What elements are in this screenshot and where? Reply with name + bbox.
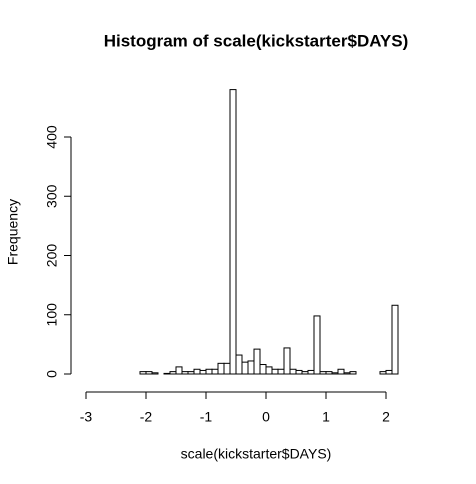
bar <box>217 362 225 375</box>
bar <box>313 315 321 375</box>
bar <box>319 371 327 375</box>
bar <box>199 369 207 375</box>
chart-title: Histogram of scale(kickstarter$DAYS) <box>104 31 409 50</box>
bar <box>205 368 213 375</box>
bar <box>235 354 243 375</box>
x-tick-label: -2 <box>140 409 153 425</box>
y-axis-label: Frequency <box>5 199 21 265</box>
bar <box>241 361 249 375</box>
bar <box>145 371 153 375</box>
bar <box>295 369 303 375</box>
y-tick-label: 0 <box>44 370 60 378</box>
bar <box>283 347 291 375</box>
bar <box>277 368 285 375</box>
bar <box>265 366 273 375</box>
y-tick-label: 100 <box>44 303 60 327</box>
y-tick-label: 200 <box>44 244 60 268</box>
x-tick-label: -3 <box>80 409 93 425</box>
x-tick-label: -1 <box>200 409 213 425</box>
bar <box>181 371 189 375</box>
bar <box>391 304 399 375</box>
bar <box>301 371 309 375</box>
bar <box>253 348 261 375</box>
bar <box>349 371 357 375</box>
x-axis-label: scale(kickstarter$DAYS) <box>181 446 332 462</box>
x-tick-label: 1 <box>322 409 330 425</box>
y-tick-label: 300 <box>44 184 60 208</box>
bar <box>175 366 183 375</box>
bar <box>187 371 195 375</box>
bar <box>331 372 339 375</box>
bar <box>139 371 147 375</box>
bar <box>307 369 315 375</box>
bar <box>385 369 393 375</box>
bar <box>337 368 345 375</box>
bar <box>325 371 333 375</box>
bar <box>259 364 267 375</box>
bar <box>163 372 171 375</box>
bar <box>169 371 177 375</box>
x-tick-label: 2 <box>382 409 390 425</box>
bar <box>343 372 351 375</box>
bar <box>271 368 279 375</box>
bar <box>247 360 255 375</box>
bar <box>289 368 297 375</box>
bar <box>223 362 231 375</box>
x-tick-label: 0 <box>262 409 270 425</box>
bar <box>151 372 159 375</box>
bar <box>193 368 201 375</box>
bar <box>379 371 387 375</box>
y-tick-label: 400 <box>44 125 60 149</box>
bar <box>229 89 237 375</box>
bar <box>211 368 219 375</box>
